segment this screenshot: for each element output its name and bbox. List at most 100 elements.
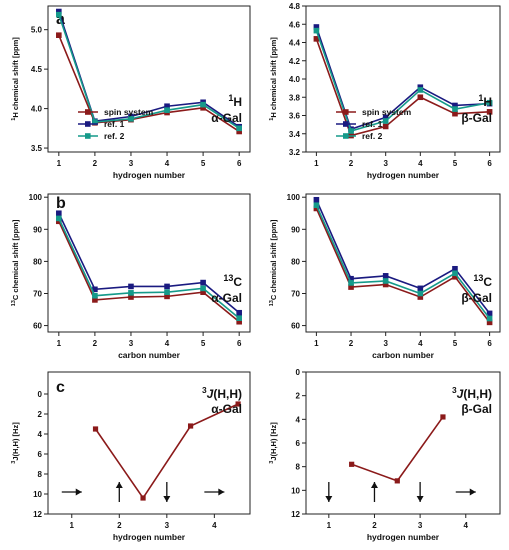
data-point bbox=[92, 426, 99, 432]
panel-b-beta-gal-13c: 60 70 80 90 100 1 2 3 4 5 6 carbon number 13C chemic… bbox=[269, 193, 501, 360]
data-point bbox=[92, 297, 98, 303]
orientation-arrow-down-icon bbox=[163, 496, 171, 502]
x-tick-label: 4 bbox=[418, 159, 423, 168]
data-point bbox=[349, 461, 355, 467]
x-tick-label: 5 bbox=[201, 159, 206, 168]
y-tick-label: 3.8 bbox=[289, 93, 301, 102]
nucleus-label: 13C bbox=[223, 273, 242, 289]
data-point bbox=[486, 319, 493, 326]
data-point bbox=[382, 278, 389, 284]
y-axis-label: 13C chemical shift [ppm] bbox=[11, 219, 20, 306]
data-point bbox=[313, 24, 320, 30]
y-tick-label: 0 bbox=[296, 368, 301, 377]
data-point bbox=[200, 289, 206, 296]
data-point bbox=[236, 125, 242, 132]
x-tick-label: 4 bbox=[464, 521, 469, 530]
y-tick-label: 3.4 bbox=[289, 130, 301, 139]
data-point bbox=[348, 275, 354, 282]
orientation-arrow-down-icon bbox=[325, 496, 333, 502]
coupling-title: 3J(H,H) bbox=[202, 385, 242, 401]
data-point bbox=[128, 116, 134, 122]
panel-b-alpha-gal-13c: 60 70 80 90 100 1 2 3 4 5 6 carbon number 13C chemic… bbox=[11, 193, 251, 360]
data-point bbox=[348, 128, 354, 134]
x-tick-label: 3 bbox=[129, 339, 134, 348]
y-tick-label: 3.6 bbox=[289, 112, 301, 121]
data-point bbox=[348, 284, 354, 290]
legend-entry: spin system bbox=[104, 107, 154, 117]
data-point bbox=[382, 114, 389, 121]
data-point bbox=[236, 128, 242, 135]
data-point bbox=[394, 478, 400, 484]
nucleus-label: 1H bbox=[228, 93, 242, 109]
y-tick-label: 100 bbox=[29, 193, 43, 202]
legend-entry: spin system bbox=[362, 107, 412, 117]
y-tick-label: 100 bbox=[287, 193, 301, 202]
x-tick-label: 6 bbox=[237, 159, 242, 168]
legend-entry: ref. 1 bbox=[104, 119, 125, 129]
y-tick-label: 70 bbox=[291, 289, 300, 298]
series-line-ref-2 bbox=[58, 218, 240, 319]
x-tick-label: 5 bbox=[453, 339, 458, 348]
plot-frame bbox=[47, 5, 251, 153]
x-tick-label: 4 bbox=[212, 521, 217, 530]
data-point bbox=[452, 270, 458, 277]
series-line-spin-system bbox=[315, 208, 491, 323]
data-point bbox=[452, 102, 458, 109]
y-tick-label: 10 bbox=[33, 490, 42, 499]
series-line-ref-1 bbox=[58, 212, 240, 314]
data-point bbox=[486, 310, 493, 317]
y-tick-label: 10 bbox=[291, 486, 300, 495]
data-point bbox=[236, 309, 242, 316]
panel-a-alpha-gal-1h: 3.5 4.0 4.5 5.0 1 2 3 4 5 6 hydrogen number 1H chem… bbox=[11, 5, 251, 180]
x-axis-label: hydrogen number bbox=[113, 532, 186, 542]
y-axis-label: 1H chemical shift [ppm] bbox=[11, 37, 20, 121]
data-point bbox=[382, 273, 389, 279]
legend-swatch-marker bbox=[85, 121, 91, 127]
series-line-ref-1 bbox=[315, 199, 491, 314]
x-tick-label: 6 bbox=[237, 339, 242, 348]
y-tick-label: 0 bbox=[38, 390, 43, 399]
x-axis-label: hydrogen number bbox=[113, 170, 186, 180]
y-tick-label: 8 bbox=[296, 463, 301, 472]
y-tick-label: 5.0 bbox=[31, 26, 43, 35]
series-line-spin-system bbox=[58, 220, 240, 323]
data-point bbox=[452, 265, 458, 272]
y-tick-label: 4.0 bbox=[289, 75, 301, 84]
x-tick-label: 5 bbox=[201, 339, 206, 348]
y-axis-label: 3J(H,H) [Hz] bbox=[11, 422, 20, 464]
x-axis-label: carbon number bbox=[118, 350, 181, 360]
data-point bbox=[452, 106, 458, 112]
y-tick-label: 4 bbox=[38, 430, 43, 439]
y-axis-label: 3J(H,H) [Hz] bbox=[269, 422, 278, 464]
x-axis-label: hydrogen number bbox=[367, 532, 440, 542]
nucleus-label: 1H bbox=[478, 93, 492, 109]
sugar-label: α-Gal bbox=[211, 291, 242, 305]
data-point bbox=[164, 293, 170, 300]
data-point bbox=[382, 118, 389, 124]
data-point bbox=[313, 205, 320, 212]
data-point bbox=[56, 11, 62, 18]
x-tick-label: 1 bbox=[57, 339, 62, 348]
y-tick-label: 3.2 bbox=[289, 148, 301, 157]
x-tick-label: 2 bbox=[93, 159, 98, 168]
sugar-label: α-Gal bbox=[211, 402, 242, 416]
y-axis-label: 1H chemical shift [ppm] bbox=[269, 37, 278, 121]
x-tick-label: 3 bbox=[418, 521, 423, 530]
legend-entry: ref. 2 bbox=[362, 131, 383, 141]
data-point bbox=[313, 196, 320, 203]
x-tick-label: 1 bbox=[57, 159, 62, 168]
data-point bbox=[417, 294, 424, 300]
data-point bbox=[164, 103, 170, 110]
x-tick-label: 3 bbox=[165, 521, 170, 530]
data-point bbox=[417, 290, 424, 297]
plot-frame bbox=[47, 371, 251, 515]
y-tick-label: 4.0 bbox=[31, 105, 43, 114]
data-point bbox=[313, 27, 320, 34]
y-tick-label: 4.4 bbox=[289, 39, 301, 48]
y-tick-label: 90 bbox=[33, 225, 42, 234]
data-point bbox=[486, 99, 493, 106]
y-tick-label: 60 bbox=[291, 322, 300, 331]
plot-frame bbox=[305, 193, 501, 333]
sugar-label: β-Gal bbox=[461, 402, 492, 416]
data-point bbox=[56, 215, 62, 222]
